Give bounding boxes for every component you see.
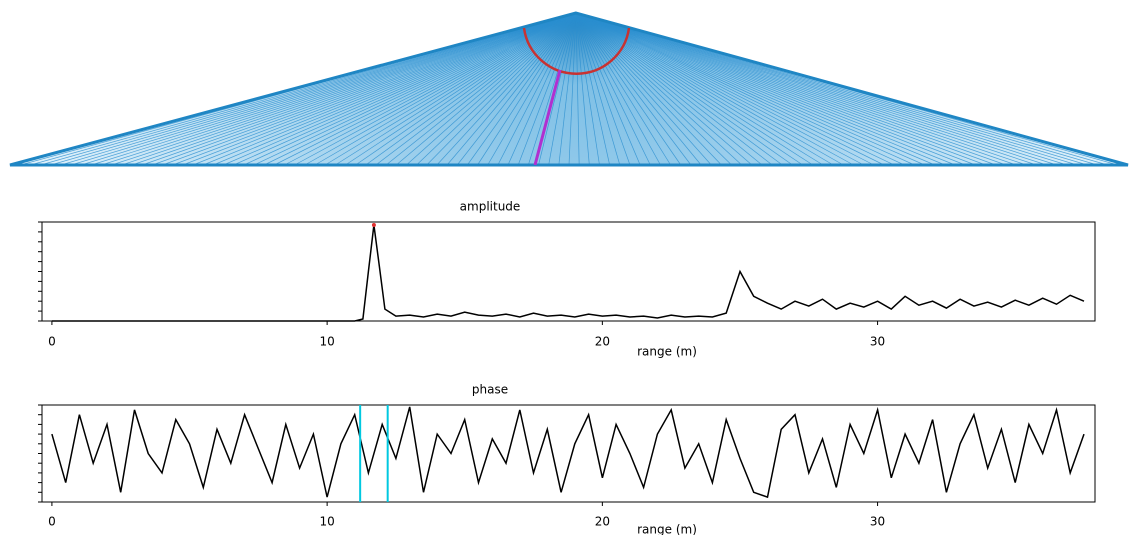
x-axis-label: range (m) (637, 523, 697, 535)
sonar-view: amplitude 0 10 20 30 range (m) phase 0 10 20 30 ran… (0, 0, 1133, 535)
x-tick-label: 30 (870, 515, 885, 529)
x-tick-label: 20 (595, 515, 610, 529)
x-tick-label: 30 (870, 335, 885, 349)
x-tick-label: 10 (319, 335, 334, 349)
x-tick-label: 0 (48, 515, 56, 529)
plot-frame (42, 222, 1095, 321)
x-tick-label: 20 (595, 335, 610, 349)
plot-frame (42, 405, 1095, 502)
chart-title: amplitude (460, 200, 521, 214)
peak-marker (372, 223, 376, 227)
chart-title: phase (472, 383, 508, 397)
beam-fan (10, 13, 1128, 165)
x-tick-label: 10 (319, 515, 334, 529)
x-axis-label: range (m) (637, 345, 697, 359)
x-tick-label: 0 (48, 335, 56, 349)
